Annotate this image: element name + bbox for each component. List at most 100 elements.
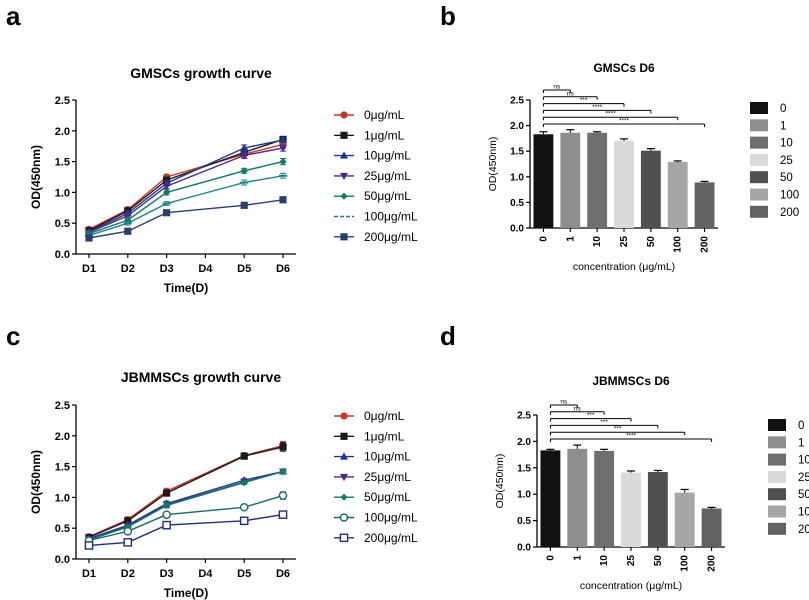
- bar-chart-gmscs-d6: GMSCs D60.00.51.01.52.02.5OD(450nm)0 1 10 2…: [487, 61, 799, 273]
- significance-label: ***: [600, 419, 608, 426]
- x-tick-label: 200: [707, 555, 718, 572]
- x-tick-label: D4: [198, 263, 213, 275]
- line-chart-gmscs: GMSCs growth curve 0.0 0.5 1.0 1.5 2.0 2.5 D1 D2…: [29, 65, 418, 295]
- series-4: [85, 158, 287, 238]
- legend-label: 1μg/mL: [364, 429, 405, 443]
- significance-label: ns: [553, 84, 561, 91]
- x-tick-label: 10: [592, 236, 603, 248]
- y-tick-label: 2.0: [55, 431, 70, 443]
- legend-marker: [340, 151, 348, 159]
- data-point: [163, 188, 171, 196]
- y-axis-title: OD(450nm): [494, 454, 506, 509]
- legend-marker: [340, 111, 348, 119]
- data-point: [239, 502, 249, 512]
- legend-label: 50: [780, 172, 793, 184]
- y-tick-label: 2.5: [55, 95, 70, 107]
- line-chart-jbmmscs: JBMMSCs growth curve 0.0 0.5 1.0 1.5 2.0 2.5 D1…: [29, 369, 418, 600]
- legend-label: 0μg/mL: [364, 409, 405, 423]
- legend-marker: [340, 432, 348, 440]
- y-tick-label: 0.0: [510, 224, 524, 235]
- data-point: [124, 227, 132, 235]
- data-point: [162, 510, 171, 519]
- significance-label: ***: [580, 97, 588, 104]
- legend-swatch: [768, 453, 786, 466]
- y-tick-label: 2.5: [517, 411, 531, 422]
- data-point: [163, 501, 171, 510]
- legend-swatch: [768, 470, 786, 483]
- series-6: [84, 510, 288, 550]
- y-axis-title: OD(450nm): [29, 145, 43, 209]
- series-line: [88, 175, 284, 237]
- data-point: [85, 234, 93, 242]
- x-tick-label: 100: [673, 236, 684, 253]
- significance-label: ****: [626, 433, 637, 440]
- series-5: [84, 491, 288, 545]
- legend-marker: [340, 412, 348, 420]
- x-tick-label: D3: [160, 568, 174, 580]
- series-line: [88, 494, 284, 542]
- legend-marker: [339, 513, 349, 522]
- legend-marker: [340, 452, 348, 460]
- legend-label: 0μg/mL: [364, 108, 405, 122]
- legend-swatch: [750, 188, 768, 201]
- y-tick-label: 0.5: [517, 516, 531, 527]
- data-point: [240, 452, 248, 460]
- x-tick-label: D6: [276, 263, 290, 275]
- panel-letter-d: d: [440, 321, 456, 351]
- y-tick-label: 0.0: [517, 543, 531, 554]
- legend-marker: [340, 493, 348, 501]
- legend-label: 50μg/mL: [364, 490, 411, 504]
- data-point: [279, 196, 287, 204]
- legend-label: 25: [780, 155, 793, 167]
- bar-1: [560, 132, 581, 228]
- legend-marker: [340, 172, 348, 181]
- bar-10: [587, 132, 608, 228]
- data-point: [279, 135, 287, 144]
- legend-label: 10: [798, 455, 809, 467]
- legend-label: 200: [780, 207, 799, 219]
- chart-title: JBMMSCs D6: [592, 374, 670, 388]
- data-point: [239, 516, 249, 526]
- chart-title: GMSCs D6: [593, 61, 655, 75]
- data-point: [279, 443, 287, 451]
- x-tick-label: D6: [276, 568, 290, 580]
- y-tick-label: 1.5: [510, 147, 524, 158]
- data-point: [278, 491, 288, 500]
- x-tick-label: D5: [237, 568, 251, 580]
- y-tick-label: 0.5: [510, 198, 524, 209]
- y-tick-label: 1.5: [55, 462, 70, 474]
- data-point: [279, 145, 287, 153]
- legend-label: 100: [798, 507, 809, 519]
- y-tick-label: 0.5: [55, 523, 70, 535]
- x-axis-title: concentration (μg/mL): [580, 580, 682, 592]
- bar-50: [640, 150, 661, 228]
- x-tick-label: D4: [198, 568, 213, 580]
- y-tick-label: 2.5: [510, 96, 524, 107]
- series-line: [88, 147, 284, 234]
- series-5: [85, 172, 287, 238]
- y-tick-label: 0.0: [55, 249, 70, 261]
- x-axis-title: concentration (μg/mL): [573, 261, 675, 273]
- y-tick-label: 0.0: [55, 554, 70, 566]
- x-tick-label: 200: [700, 236, 711, 253]
- series-3: [85, 468, 287, 544]
- legend-label: 25: [798, 472, 809, 484]
- bar-100: [674, 492, 695, 547]
- data-point: [163, 489, 171, 497]
- legend-label: 200μg/mL: [364, 230, 418, 244]
- legend-swatch: [768, 436, 786, 449]
- y-tick-label: 0.5: [55, 218, 70, 230]
- data-point: [240, 201, 248, 209]
- significance-label: ****: [619, 118, 630, 125]
- panel-letter-b: b: [440, 1, 456, 31]
- legend-swatch: [768, 505, 786, 518]
- legend-marker: [340, 192, 348, 200]
- bar-chart-jbmmscs-d6: JBMMSCs D6 0.0 0.5 1.0 1.5 2.0 2.5 OD(450nm) 0 1 1…: [494, 374, 809, 592]
- y-tick-label: 1.0: [55, 492, 70, 504]
- x-axis-title: Time(D): [164, 281, 208, 295]
- legend-label: 10μg/mL: [364, 149, 411, 163]
- chart-title: GMSCs growth curve: [130, 65, 272, 81]
- data-point: [240, 167, 248, 175]
- x-tick-label: D2: [121, 568, 135, 580]
